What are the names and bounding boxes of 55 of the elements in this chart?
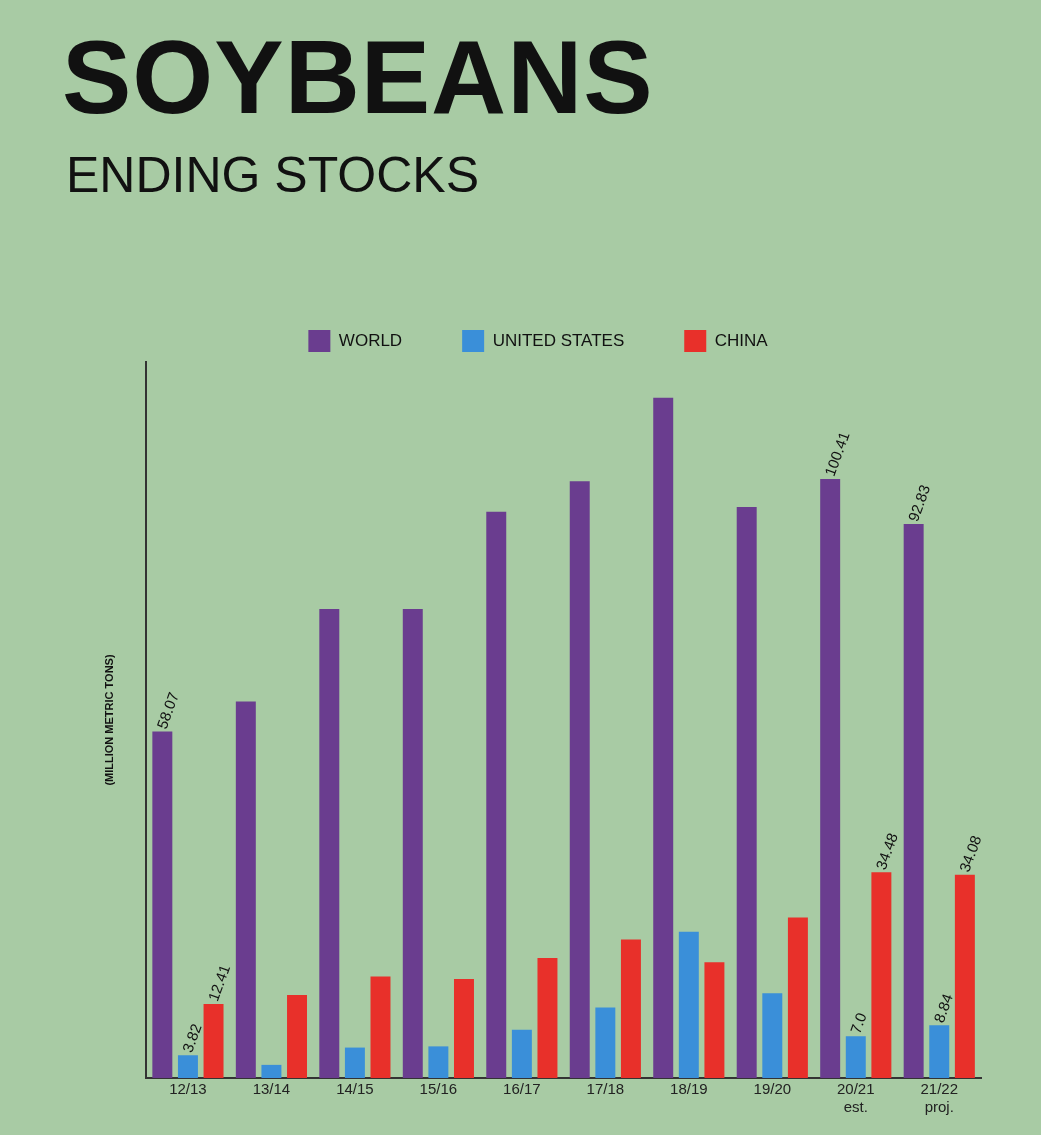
x-tick-label: 19/20 [753,1080,792,1098]
data-label: 7.0 [846,1010,870,1036]
bar [871,872,892,1078]
x-tick-label: 15/16 [419,1080,458,1098]
x-tick-label: 16/17 [503,1080,541,1098]
data-label: 8.84 [930,991,956,1025]
x-tick-label: 18/19 [670,1080,708,1098]
bar [454,978,474,1078]
x-tick-label: 13/14 [252,1080,291,1098]
bar [954,874,975,1078]
data-label: 92.83 [904,482,934,524]
data-label: 34.48 [872,830,901,872]
bar [511,1029,532,1078]
bar [787,917,808,1078]
bar [704,962,725,1078]
bar [929,1025,950,1078]
legend-label: WORLD [338,330,403,350]
y-axis-title: (MILLION METRIC TONS) [102,654,115,786]
bar [203,1003,224,1078]
data-label: 3.82 [178,1021,205,1055]
bar [736,506,757,1078]
x-tick-label: 14/15 [336,1080,374,1098]
bar [402,609,423,1078]
legend-label: UNITED STATES [492,330,625,350]
x-tick-label: 21/22 proj. [920,1080,959,1116]
data-label: 58.07 [153,689,182,731]
x-tick-label: 17/18 [586,1080,625,1098]
bar [595,1007,616,1078]
bar [344,1047,365,1078]
legend-label: CHINA [714,330,769,350]
bar [537,958,558,1078]
chart-title: SOYBEANS [62,19,654,135]
bar [235,701,256,1078]
bar [820,478,841,1078]
chart-subtitle: ENDING STOCKS [66,147,480,203]
bar [845,1036,866,1078]
bar [678,931,699,1078]
bar [152,731,173,1078]
bar [370,976,391,1078]
bar [287,995,308,1078]
bar [177,1055,198,1078]
bar [486,511,507,1078]
bar [762,993,783,1078]
x-tick-label: 20/21 est. [837,1080,875,1116]
data-label: 12.41 [204,962,234,1004]
bar [428,1046,449,1078]
bar [261,1064,282,1078]
bar [903,524,924,1078]
bar [319,609,340,1078]
bar [569,481,590,1078]
data-label: 100.41 [820,429,853,479]
data-label: 34.08 [955,833,985,875]
x-tick-label: 12/13 [169,1080,207,1098]
bar [620,939,641,1078]
bar [653,397,674,1078]
